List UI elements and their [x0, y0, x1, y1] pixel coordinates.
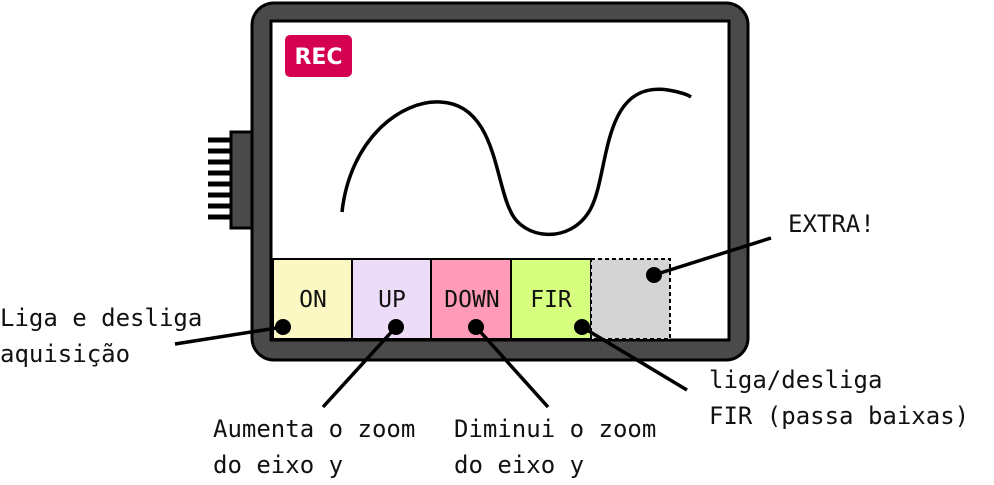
dot-fir: [574, 319, 590, 335]
signal-waveform: [340, 87, 692, 237]
leader-up: [321, 325, 398, 409]
down-button[interactable]: DOWN: [430, 258, 512, 340]
dot-down: [468, 319, 484, 335]
leader-on: [174, 325, 284, 346]
annotation-up: Aumenta o zoom do eixo y: [213, 411, 415, 483]
annotation-down-line1: Diminui o zoom: [454, 415, 657, 443]
annotation-up-line1: Aumenta o zoom: [213, 415, 416, 443]
connector-pins: [208, 137, 232, 220]
rec-badge: REC: [285, 35, 352, 77]
pointer-dots: [275, 267, 662, 335]
annotation-on-line2: aquisição: [0, 340, 131, 368]
leader-fir: [581, 325, 688, 392]
annotation-fir-line1: liga/desliga: [709, 366, 883, 394]
annotation-on: Liga e desliga aquisição: [0, 300, 202, 372]
dot-extra: [646, 267, 662, 283]
down-button-label: DOWN: [444, 287, 499, 313]
annotation-down: Diminui o zoom do eixo y: [454, 411, 656, 483]
leader-lines: [174, 236, 772, 409]
rec-label: REC: [294, 45, 342, 70]
annotation-fir: liga/desliga FIR (passa baixas): [709, 362, 969, 434]
fir-button[interactable]: FIR: [510, 258, 592, 340]
fir-button-label: FIR: [530, 287, 572, 313]
dot-up: [388, 319, 404, 335]
leader-down: [474, 325, 550, 409]
annotation-on-line1: Liga e desliga: [0, 304, 203, 332]
annotation-extra: EXTRA!: [788, 206, 875, 242]
annotation-up-line2: do eixo y: [213, 451, 344, 479]
on-button-label: ON: [299, 287, 327, 313]
annotation-extra-line1: EXTRA!: [788, 210, 875, 238]
annotation-down-line2: do eixo y: [454, 451, 585, 479]
annotation-fir-line2: FIR (passa baixas): [709, 402, 970, 430]
up-button-label: UP: [378, 287, 406, 313]
leader-extra: [653, 236, 772, 277]
dot-on: [275, 319, 291, 335]
